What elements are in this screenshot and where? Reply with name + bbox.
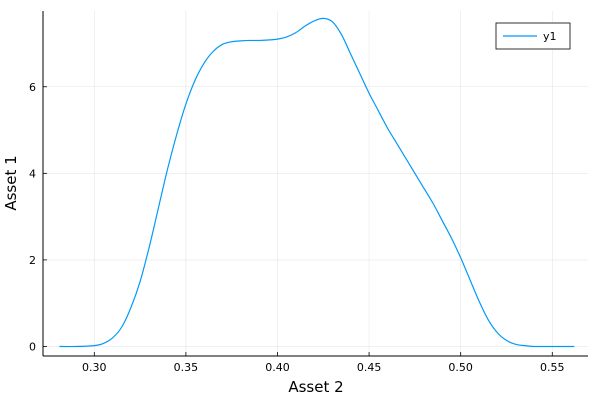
legend-label-y1: y1 bbox=[543, 30, 557, 43]
series-layer bbox=[59, 17, 575, 348]
y-tick-label: 2 bbox=[29, 254, 36, 267]
x-tick-label: 0.55 bbox=[540, 361, 565, 374]
y-axis-title: Asset 1 bbox=[2, 155, 20, 210]
x-tick-label: 0.50 bbox=[448, 361, 473, 374]
y-tick-label: 6 bbox=[29, 81, 36, 94]
x-tick-labels: 0.30 0.35 0.40 0.45 0.50 0.55 bbox=[82, 361, 564, 374]
series-line-y1 bbox=[59, 17, 575, 348]
x-tick-label: 0.35 bbox=[174, 361, 199, 374]
x-tick-label: 0.40 bbox=[265, 361, 290, 374]
y-tick-label: 4 bbox=[29, 167, 36, 180]
x-tick-label: 0.45 bbox=[357, 361, 382, 374]
y-tick-label: 0 bbox=[29, 340, 36, 353]
x-tick-label: 0.30 bbox=[82, 361, 107, 374]
x-axis-title: Asset 2 bbox=[288, 378, 343, 396]
grid bbox=[43, 11, 588, 356]
y-tick-labels: 0 2 4 6 bbox=[29, 81, 36, 354]
axes bbox=[42, 11, 588, 357]
legend: y1 bbox=[495, 22, 571, 50]
